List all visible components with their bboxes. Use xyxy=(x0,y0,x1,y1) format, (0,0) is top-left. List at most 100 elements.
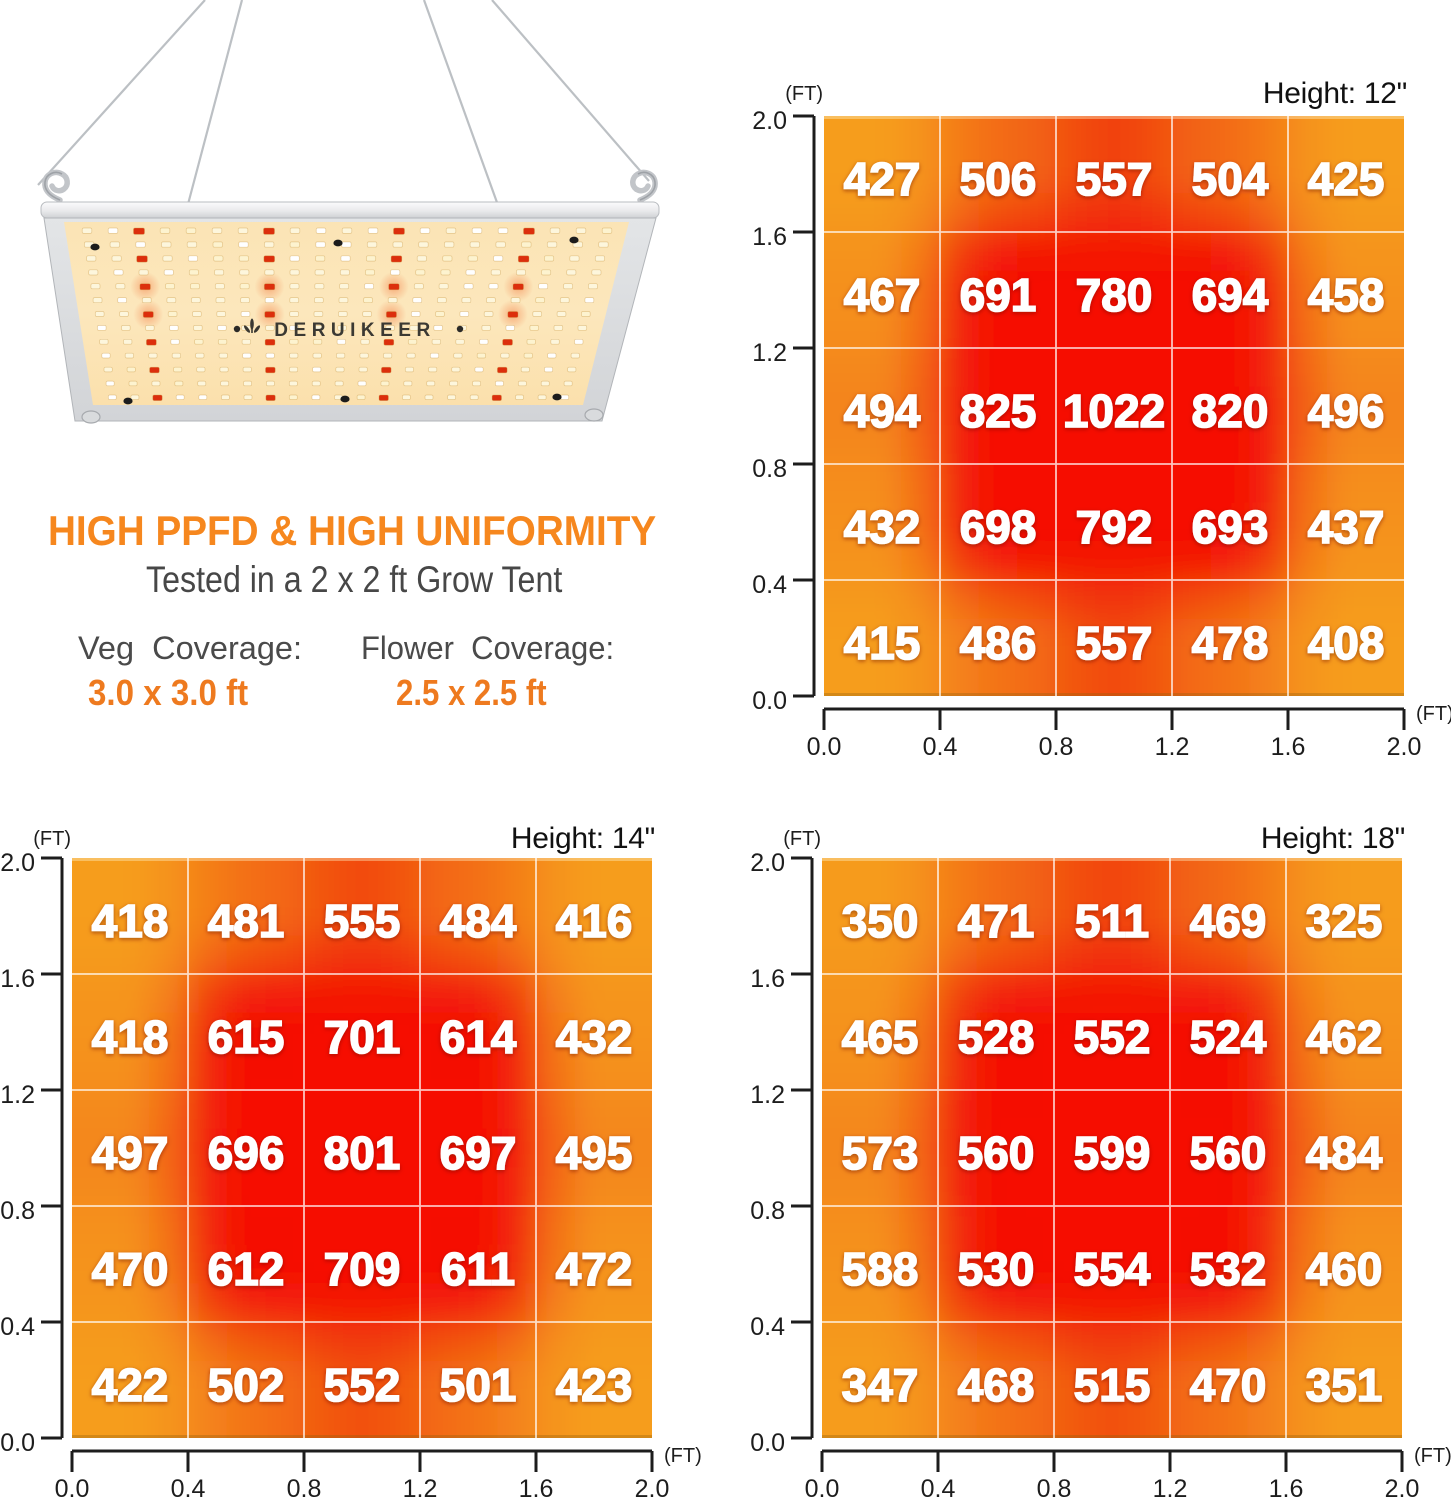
svg-text:694: 694 xyxy=(1192,269,1269,321)
svg-text:0.0: 0.0 xyxy=(805,1475,840,1500)
svg-text:0.4: 0.4 xyxy=(750,1313,785,1341)
svg-text:347: 347 xyxy=(842,1359,919,1411)
svg-text:415: 415 xyxy=(844,617,921,669)
svg-text:1.6: 1.6 xyxy=(750,965,785,993)
svg-text:0.4: 0.4 xyxy=(0,1313,35,1341)
svg-text:496: 496 xyxy=(1308,385,1385,437)
svg-text:0.8: 0.8 xyxy=(750,1197,785,1225)
svg-text:693: 693 xyxy=(1192,501,1269,553)
svg-text:1.6: 1.6 xyxy=(1269,1475,1304,1500)
svg-text:1.2: 1.2 xyxy=(752,339,787,367)
svg-text:418: 418 xyxy=(92,1011,169,1063)
svg-text:0.0: 0.0 xyxy=(807,733,842,761)
svg-text:0.4: 0.4 xyxy=(921,1475,956,1500)
svg-text:0.4: 0.4 xyxy=(171,1475,206,1500)
svg-text:0.0: 0.0 xyxy=(0,1429,35,1457)
svg-text:612: 612 xyxy=(208,1243,285,1295)
svg-text:573: 573 xyxy=(842,1127,919,1179)
svg-text:709: 709 xyxy=(324,1243,401,1295)
svg-text:471: 471 xyxy=(958,895,1035,947)
svg-text:Height: 12": Height: 12" xyxy=(1263,77,1407,110)
svg-text:2.0: 2.0 xyxy=(752,107,787,135)
svg-text:701: 701 xyxy=(324,1011,401,1063)
svg-text:432: 432 xyxy=(844,501,921,553)
svg-text:422: 422 xyxy=(92,1359,169,1411)
svg-text:494: 494 xyxy=(844,385,921,437)
svg-text:484: 484 xyxy=(1306,1127,1383,1179)
svg-text:1.2: 1.2 xyxy=(750,1081,785,1109)
svg-text:2.0: 2.0 xyxy=(750,849,785,877)
svg-text:Height: 18": Height: 18" xyxy=(1261,822,1405,855)
svg-text:0.8: 0.8 xyxy=(0,1197,35,1225)
svg-text:467: 467 xyxy=(844,269,921,321)
svg-text:470: 470 xyxy=(1190,1359,1267,1411)
svg-text:0.8: 0.8 xyxy=(1037,1475,1072,1500)
svg-text:(FT): (FT) xyxy=(1414,1445,1451,1467)
svg-text:1.2: 1.2 xyxy=(403,1475,438,1500)
svg-text:1.6: 1.6 xyxy=(1271,733,1306,761)
svg-text:0.0: 0.0 xyxy=(752,687,787,715)
svg-text:532: 532 xyxy=(1190,1243,1267,1295)
svg-text:524: 524 xyxy=(1190,1011,1267,1063)
svg-text:696: 696 xyxy=(208,1127,285,1179)
svg-text:408: 408 xyxy=(1308,617,1385,669)
svg-text:2.0: 2.0 xyxy=(1385,1475,1420,1500)
svg-text:555: 555 xyxy=(324,895,401,947)
svg-text:1.2: 1.2 xyxy=(1155,733,1190,761)
svg-text:425: 425 xyxy=(1308,153,1385,205)
svg-text:Height: 14": Height: 14" xyxy=(511,822,655,855)
svg-text:502: 502 xyxy=(208,1359,285,1411)
svg-text:484: 484 xyxy=(440,895,517,947)
svg-text:351: 351 xyxy=(1306,1359,1383,1411)
svg-text:2.0: 2.0 xyxy=(0,849,35,877)
svg-text:437: 437 xyxy=(1308,501,1385,553)
svg-text:557: 557 xyxy=(1076,617,1153,669)
svg-text:0.8: 0.8 xyxy=(287,1475,322,1500)
svg-text:486: 486 xyxy=(960,617,1037,669)
svg-text:552: 552 xyxy=(1074,1011,1151,1063)
svg-text:599: 599 xyxy=(1074,1127,1151,1179)
svg-text:560: 560 xyxy=(1190,1127,1267,1179)
svg-text:0.4: 0.4 xyxy=(752,571,787,599)
svg-text:(FT): (FT) xyxy=(664,1445,702,1467)
svg-text:0.8: 0.8 xyxy=(752,455,787,483)
svg-text:1022: 1022 xyxy=(1063,385,1165,437)
svg-text:472: 472 xyxy=(556,1243,633,1295)
svg-text:698: 698 xyxy=(960,501,1037,553)
svg-text:350: 350 xyxy=(842,895,919,947)
svg-text:469: 469 xyxy=(1190,895,1267,947)
svg-text:1.2: 1.2 xyxy=(0,1081,35,1109)
svg-text:465: 465 xyxy=(842,1011,919,1063)
svg-text:460: 460 xyxy=(1306,1243,1383,1295)
svg-text:(FT): (FT) xyxy=(783,828,821,850)
svg-text:468: 468 xyxy=(958,1359,1035,1411)
svg-text:2.0: 2.0 xyxy=(635,1475,670,1500)
svg-text:614: 614 xyxy=(440,1011,517,1063)
svg-text:792: 792 xyxy=(1076,501,1153,553)
svg-text:432: 432 xyxy=(556,1011,633,1063)
svg-text:416: 416 xyxy=(556,895,633,947)
svg-text:481: 481 xyxy=(208,895,285,947)
svg-text:504: 504 xyxy=(1192,153,1269,205)
svg-text:427: 427 xyxy=(844,153,921,205)
svg-text:820: 820 xyxy=(1192,385,1269,437)
svg-text:458: 458 xyxy=(1308,269,1385,321)
svg-text:418: 418 xyxy=(92,895,169,947)
svg-text:801: 801 xyxy=(324,1127,401,1179)
svg-text:530: 530 xyxy=(958,1243,1035,1295)
svg-text:462: 462 xyxy=(1306,1011,1383,1063)
svg-text:697: 697 xyxy=(440,1127,517,1179)
svg-text:470: 470 xyxy=(92,1243,169,1295)
svg-text:325: 325 xyxy=(1306,895,1383,947)
svg-text:552: 552 xyxy=(324,1359,401,1411)
svg-text:557: 557 xyxy=(1076,153,1153,205)
svg-text:528: 528 xyxy=(958,1011,1035,1063)
svg-text:615: 615 xyxy=(208,1011,285,1063)
svg-text:DERUIKEER: DERUIKEER xyxy=(274,320,435,341)
svg-text:478: 478 xyxy=(1192,617,1269,669)
svg-text:497: 497 xyxy=(92,1127,169,1179)
svg-text:560: 560 xyxy=(958,1127,1035,1179)
svg-text:1.6: 1.6 xyxy=(752,223,787,251)
svg-text:0.8: 0.8 xyxy=(1039,733,1074,761)
svg-text:(FT): (FT) xyxy=(785,83,823,105)
